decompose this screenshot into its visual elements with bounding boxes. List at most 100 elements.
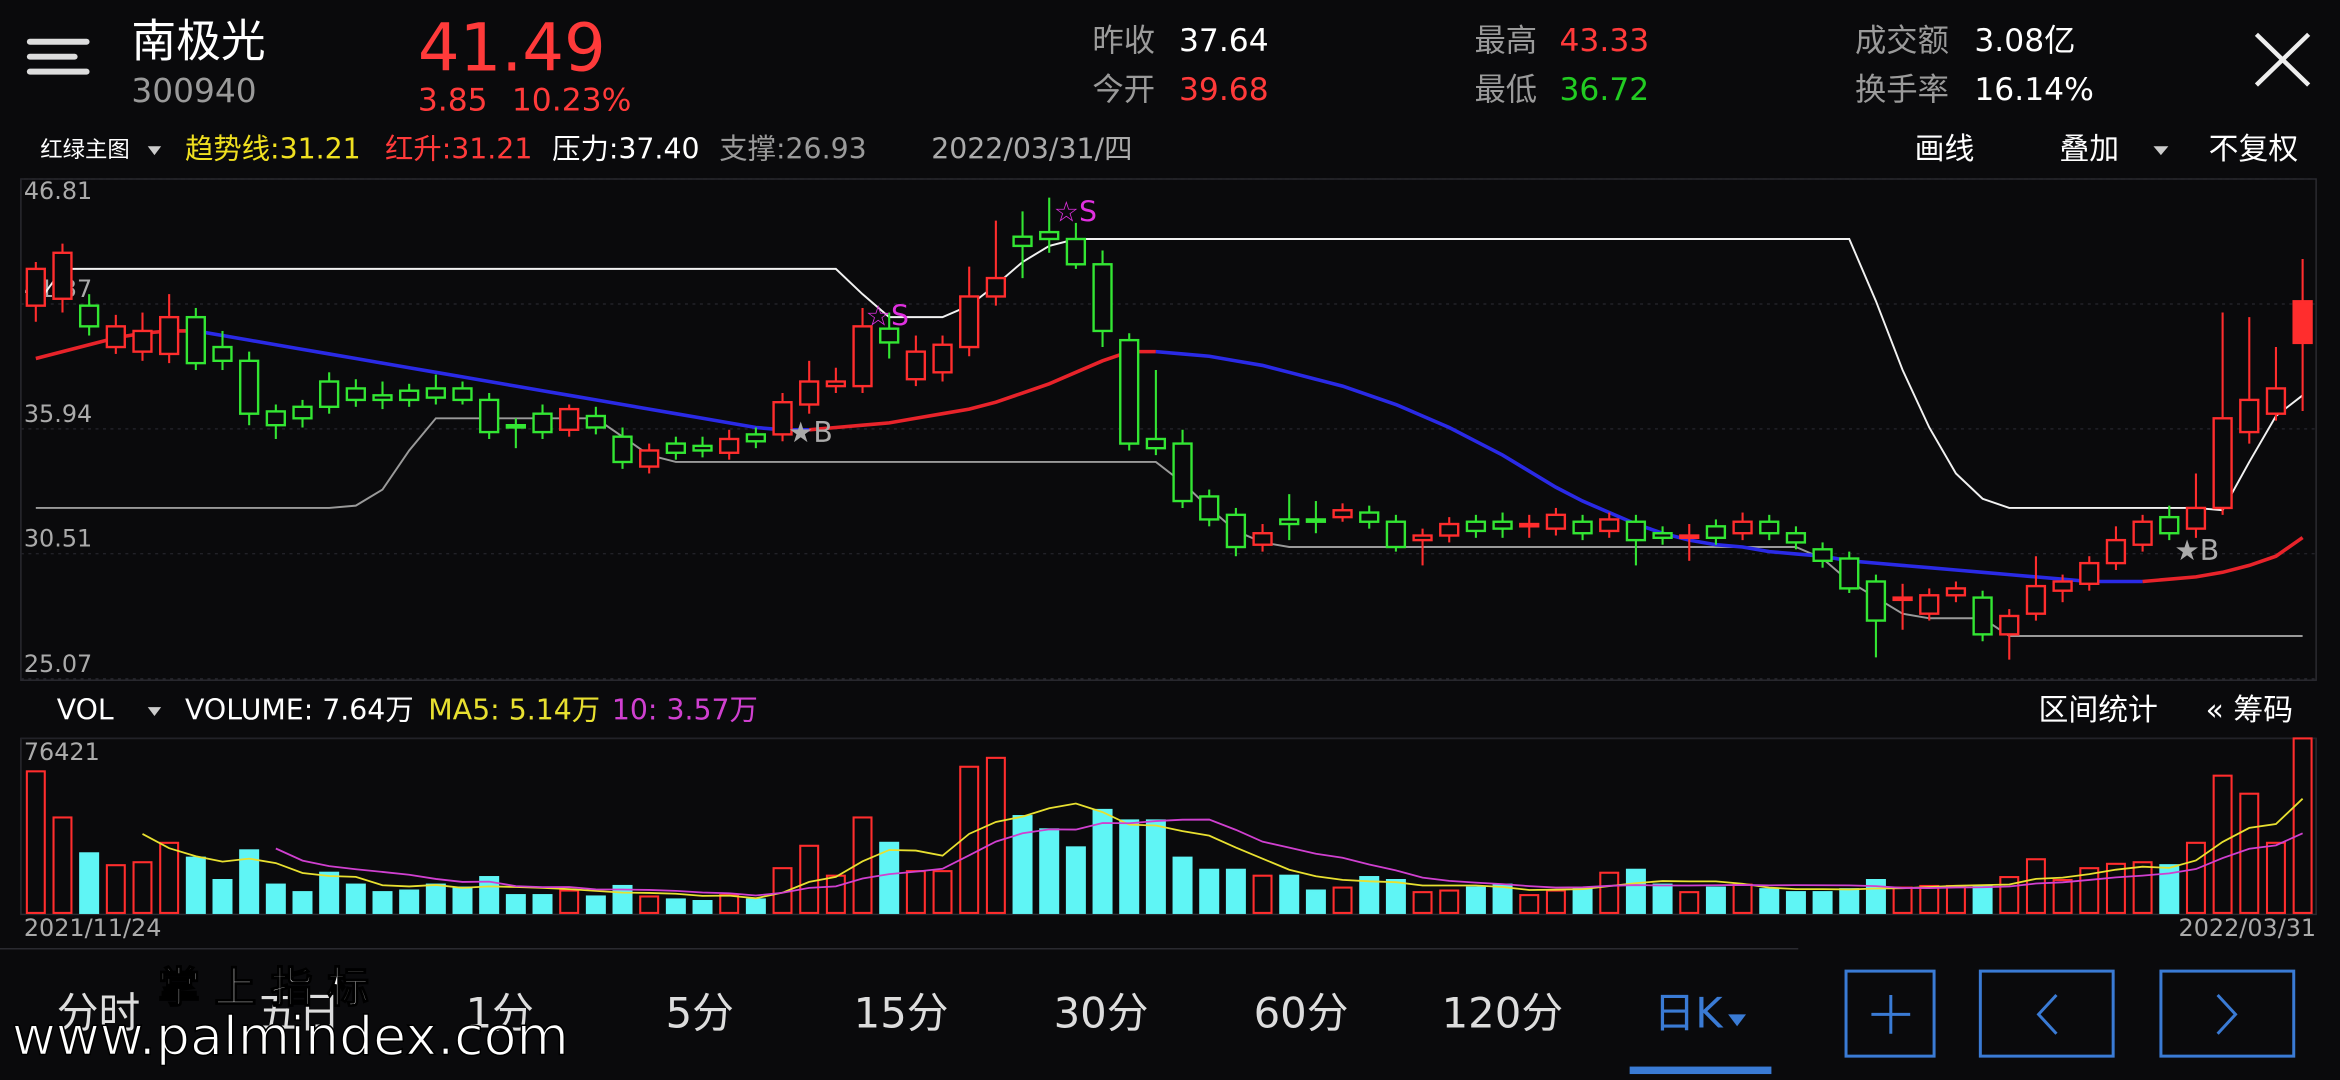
stock-code: 300940 xyxy=(131,72,256,110)
candle-body xyxy=(1279,518,1300,526)
adjust-button[interactable]: 不复权 xyxy=(2209,132,2299,167)
indicator-line xyxy=(35,417,2303,637)
candle-body xyxy=(212,345,233,363)
indicator: 支撑:26.93 xyxy=(719,133,866,166)
volume-bar xyxy=(1865,878,1886,914)
volume-bar xyxy=(1919,884,1940,914)
candle-body xyxy=(852,325,873,388)
y-tick-label: 35.94 xyxy=(24,400,92,428)
volume-bar xyxy=(1119,819,1140,914)
candle-body xyxy=(265,410,286,427)
volume-bar xyxy=(1759,888,1780,914)
volume-bar xyxy=(1412,891,1433,914)
volume-bar xyxy=(239,849,260,914)
stat-value: 16.14% xyxy=(1974,72,2093,108)
volume-bar xyxy=(1785,891,1806,914)
indicator: 趋势线:31.21 xyxy=(185,133,361,166)
volume-bar xyxy=(2292,737,2313,914)
candle-body xyxy=(1012,235,1033,248)
volume-ma-line xyxy=(142,798,2304,900)
candle-body xyxy=(665,442,687,454)
range-stat-button[interactable]: 区间统计 xyxy=(2039,693,2158,728)
tab[interactable]: 日K xyxy=(1654,988,1725,1037)
vol-menu[interactable]: VOL xyxy=(57,694,114,727)
menu-icon[interactable] xyxy=(26,38,90,75)
tab[interactable]: 分时 xyxy=(57,988,141,1037)
candle-body xyxy=(799,380,820,406)
overlay-button[interactable]: 叠加 xyxy=(2059,132,2119,167)
candle-body xyxy=(2079,561,2100,585)
candle-body xyxy=(532,412,553,434)
candle-body xyxy=(1865,580,1887,622)
chips-button[interactable]: « 筹码 xyxy=(2206,693,2293,728)
volume-bar xyxy=(105,864,126,914)
volume-bar xyxy=(532,894,553,914)
prev-button[interactable] xyxy=(1978,969,2115,1058)
volume-bar xyxy=(452,886,473,914)
signal: ★B xyxy=(2174,534,2219,567)
candle-body xyxy=(185,315,206,365)
candle-body xyxy=(1945,587,1967,597)
volume-bar xyxy=(265,883,286,914)
candle-body xyxy=(399,389,420,402)
volume-bar xyxy=(2132,861,2153,914)
candle-body xyxy=(1065,237,1087,266)
main-chart-menu[interactable]: 红绿主图 xyxy=(40,137,130,163)
volume-bar xyxy=(425,883,446,914)
tab[interactable]: 15分 xyxy=(854,988,949,1037)
volume-bar xyxy=(2105,862,2126,914)
candle-body xyxy=(1519,522,1540,528)
candle-body xyxy=(1252,532,1273,546)
volume-bar xyxy=(1012,815,1033,914)
volume-bar xyxy=(319,871,340,914)
volume-bar xyxy=(1385,878,1406,914)
candle-body xyxy=(1092,263,1113,333)
candle-body xyxy=(372,394,393,402)
candle-body xyxy=(1705,525,1727,540)
watermark-url: www.palmindex.com xyxy=(12,1004,569,1067)
candle-body xyxy=(505,423,526,429)
volume-bar xyxy=(1065,846,1086,914)
candle-body xyxy=(1652,532,1673,540)
candle-body xyxy=(905,350,927,381)
volume-bar xyxy=(2025,858,2046,914)
volume-bar xyxy=(212,878,233,914)
volume-bar xyxy=(132,861,153,914)
volume-bar xyxy=(1092,808,1113,914)
dropdown-arrow xyxy=(147,707,162,717)
volume-bar xyxy=(879,841,900,914)
volume-bar xyxy=(159,841,180,914)
stat-value: 36.72 xyxy=(1560,72,1650,108)
candle-body xyxy=(692,444,713,452)
tab[interactable]: 5分 xyxy=(666,988,734,1037)
candle-body xyxy=(2292,300,2313,345)
volume-bar xyxy=(1492,883,1513,914)
volume-bar xyxy=(852,816,873,914)
tab[interactable]: 五日 xyxy=(257,988,341,1037)
candle-body xyxy=(1199,495,1220,521)
tab[interactable]: 1分 xyxy=(466,988,534,1037)
candle-body xyxy=(345,387,366,402)
candle-body xyxy=(25,267,46,307)
next-button[interactable] xyxy=(2159,969,2296,1058)
volume-bar xyxy=(292,891,313,914)
tab[interactable]: 60分 xyxy=(1254,988,1349,1037)
candle-body xyxy=(1359,511,1380,523)
dropdown-arrow xyxy=(147,146,162,156)
stat-label: 换手率 xyxy=(1855,72,1949,108)
stat-label: 最高 xyxy=(1474,23,1537,59)
tab[interactable]: 30分 xyxy=(1054,988,1149,1037)
volume-bar xyxy=(1199,868,1220,914)
zoom-in-button[interactable] xyxy=(1844,969,1936,1058)
volume-bar xyxy=(1359,876,1380,914)
candle-body xyxy=(1812,548,1833,563)
tab[interactable]: 120分 xyxy=(1442,988,1564,1037)
y-tick-label: 76421 xyxy=(24,738,100,766)
draw-button[interactable]: 画线 xyxy=(1915,132,1975,167)
close-button[interactable] xyxy=(2254,32,2311,87)
candle-body xyxy=(132,329,153,353)
y-tick-label: 30.51 xyxy=(24,525,92,553)
stat-label: 成交额 xyxy=(1855,23,1949,59)
volume-bar xyxy=(2212,774,2233,914)
candle-body xyxy=(1759,520,1780,535)
